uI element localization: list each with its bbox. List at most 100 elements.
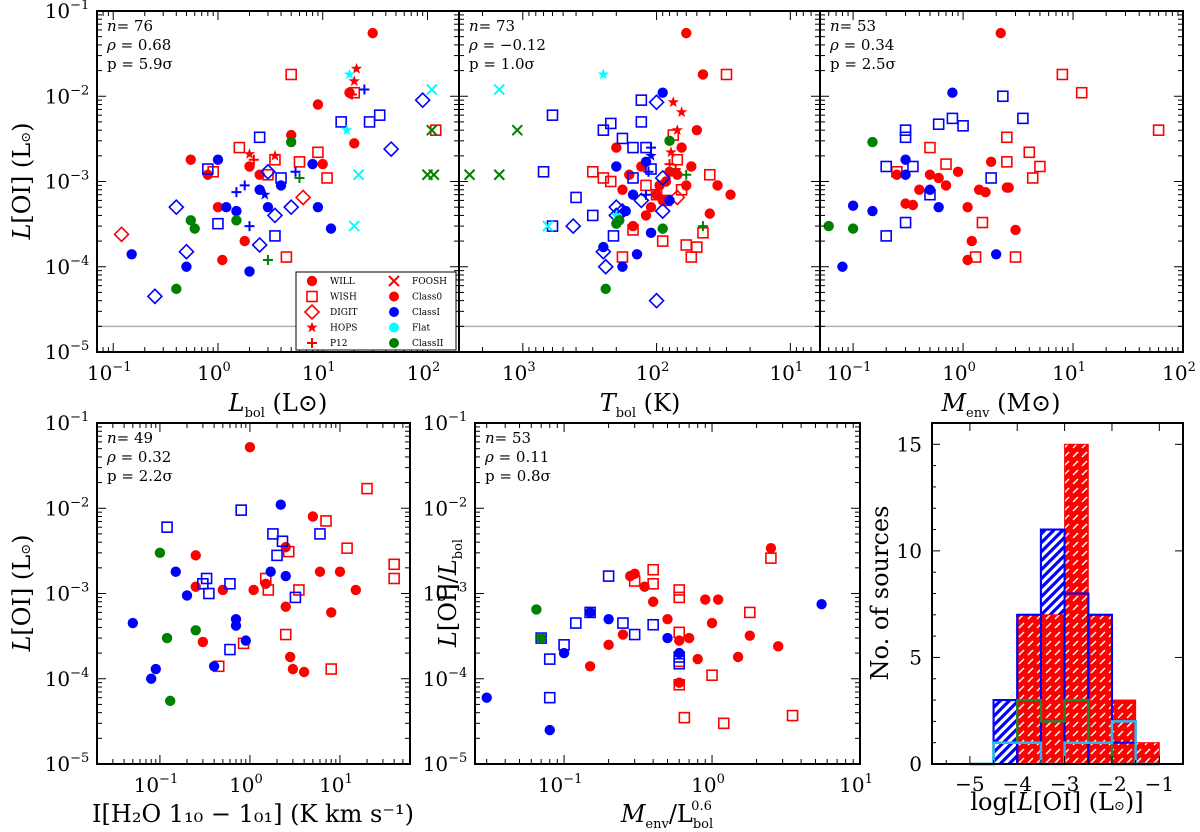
- h2o-point-2: [197, 636, 209, 648]
- menv-point-31: [1026, 172, 1039, 184]
- menv-point-45: [837, 261, 848, 272]
- tbol-point-23: [703, 168, 716, 181]
- h2o-point-55: [161, 632, 173, 644]
- tbol-point-59: [654, 169, 671, 187]
- tbol-point-85: [511, 124, 523, 136]
- h2o-point-24: [325, 663, 338, 675]
- lbol-point-20: [348, 86, 361, 99]
- h2o-point-23: [320, 515, 332, 527]
- menvlbol-point-40: [617, 617, 629, 629]
- lbol-point-56: [239, 180, 250, 191]
- panel-lbol: 10−1 100 101 102 10−5 10−4 10−3 10−2 10−1 n= 76ρ …: [8, 0, 460, 421]
- stat-p: p = 1.0σ: [469, 55, 535, 73]
- x-axis-title: Tbol (K): [600, 389, 681, 421]
- lbol-point-66: [181, 261, 192, 272]
- legend-label-p12: P12: [330, 339, 348, 349]
- lbol-point-46: [348, 75, 360, 87]
- lbol-point-75: [312, 201, 324, 213]
- tbol-point-63: [648, 292, 665, 309]
- menv-point-26: [1056, 68, 1069, 81]
- tbol-point-18: [681, 27, 692, 39]
- legend-label-class0: Class0: [412, 293, 442, 303]
- tbol-point-92: [645, 227, 657, 239]
- tbol-point-88: [640, 156, 652, 168]
- tbol-point-48: [537, 165, 550, 178]
- h2o-point-56: [164, 695, 176, 707]
- tbol-point-35: [627, 224, 639, 236]
- menv-point-41: [1017, 112, 1029, 125]
- menvlbol-point-20: [647, 563, 659, 576]
- tbol-point-44: [627, 141, 639, 154]
- menvlbol-point-11: [700, 594, 711, 605]
- lbol-point-30: [363, 116, 376, 128]
- legend-point-4: [307, 338, 317, 348]
- h2o-point-38: [276, 535, 289, 548]
- lbol-point-58: [294, 172, 305, 183]
- h2o-point-33: [203, 587, 215, 600]
- lbol-point-7: [317, 158, 328, 170]
- tbol-point-15: [624, 169, 635, 180]
- menv-point-11: [995, 27, 1006, 39]
- menv-point-47: [867, 205, 878, 217]
- menvlbol-point-42: [647, 618, 659, 631]
- stat-p: p = 2.2σ: [107, 467, 173, 485]
- x-tick-label: 101: [1052, 360, 1086, 385]
- lbol-point-79: [189, 223, 200, 234]
- h2o-point-44: [150, 663, 162, 675]
- menv-point-22: [1001, 131, 1013, 144]
- tbol-point-76: [640, 189, 651, 200]
- stat-p: p = 5.9σ: [107, 55, 173, 73]
- lbol-point-72: [262, 201, 274, 213]
- lbol-point-10: [367, 27, 378, 39]
- tbol-point-27: [680, 239, 693, 251]
- lbol-point-63: [428, 169, 440, 181]
- y-tick-label: 15: [897, 432, 922, 456]
- x-tick-label: 100: [197, 360, 231, 385]
- tbol-point-4: [676, 142, 687, 153]
- lbol-point-32: [113, 226, 130, 243]
- legend-label-flat: Flat: [412, 324, 430, 334]
- tbol-point-68: [667, 96, 679, 108]
- lbol-point-38: [266, 207, 284, 224]
- tbol-point-84: [493, 169, 505, 181]
- x-tick-label: −2: [1097, 772, 1126, 796]
- menvlbol-point-27: [706, 669, 718, 682]
- x-axis-title: I[H₂O 1₁₀ − 1₀₁] (K km s⁻¹): [92, 800, 414, 828]
- menv-point-27: [1075, 86, 1088, 99]
- lbol-point-29: [335, 116, 347, 128]
- menv-point-43: [880, 160, 893, 173]
- tbol-point-71: [645, 149, 657, 161]
- menv-point-6: [962, 201, 973, 213]
- lbol-point-60: [348, 220, 360, 232]
- menv-point-53: [990, 249, 1002, 260]
- lbol-point-51: [346, 89, 357, 100]
- tbol-point-32: [656, 235, 669, 247]
- y-tick-label: 10−3: [423, 581, 468, 606]
- menv-point-23: [1009, 251, 1022, 263]
- legend-point-5: [388, 275, 400, 287]
- menvlbol-point-51: [674, 647, 685, 659]
- tbol-point-67: [675, 106, 688, 118]
- h2o-point-27: [388, 558, 400, 571]
- h2o-point-39: [289, 591, 302, 604]
- h2o-point-20: [279, 628, 292, 641]
- h2o-point-8: [280, 601, 291, 612]
- tbol-point-80: [697, 221, 708, 232]
- panel-menv: 10−1 100 101 102 n= 53ρ = 0.34p = 2.5σ Menv (…: [819, 10, 1196, 421]
- x-tick-label: 101: [319, 772, 353, 797]
- menv-point-40: [997, 90, 1009, 103]
- lbol-point-42: [259, 163, 277, 180]
- y-tick-label: 0: [909, 752, 922, 776]
- tbol-point-90: [657, 87, 668, 98]
- menvlbol-point-39: [602, 570, 615, 582]
- x-axis-title: log[L[OI] (L⊙)]: [970, 788, 1143, 816]
- menvlbol-point-48: [584, 607, 596, 618]
- lbol-point-33: [294, 189, 312, 206]
- lbol-point-24: [202, 163, 214, 175]
- tbol-point-42: [604, 117, 617, 130]
- menv-point-52: [947, 87, 958, 98]
- tbol-point-77: [646, 142, 657, 153]
- h2o-point-40: [314, 528, 326, 540]
- h2o-point-0: [190, 550, 201, 561]
- tbol-point-36: [616, 251, 629, 263]
